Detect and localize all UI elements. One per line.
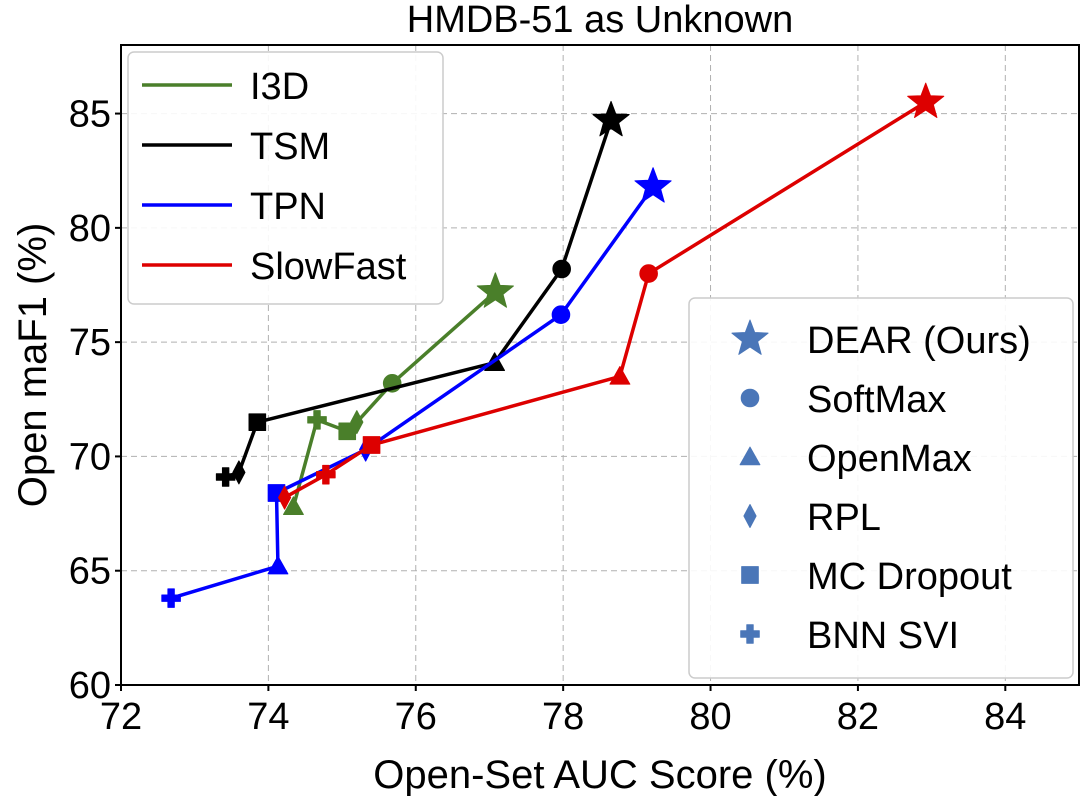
series-line-slowfast: [283, 100, 927, 500]
y-tick-label: 85: [69, 94, 111, 136]
legend-marker-circle: [740, 388, 760, 408]
y-tick-label: 75: [69, 322, 111, 364]
legend-entry-tpn: TPN: [142, 186, 326, 228]
y-tick-label: 60: [69, 665, 111, 707]
legend-entry-i3d: I3D: [142, 66, 309, 108]
x-tick-label: 84: [984, 696, 1026, 738]
legend-entry-softmax: SoftMax: [740, 379, 946, 421]
y-tick-label: 70: [69, 436, 111, 478]
data-point-softmax: [551, 305, 571, 325]
data-point-dear: [907, 82, 945, 119]
legend-marker-plus: [740, 624, 760, 644]
legend-methods-box: [688, 297, 1074, 679]
data-point-openmax: [609, 366, 631, 385]
legend-entry-dear: DEAR (Ours): [731, 319, 1031, 362]
data-point-rpl: [278, 485, 292, 510]
legend-marker-diamond: [743, 503, 757, 529]
legend-entry-mcdropout: MC Dropout: [741, 556, 1012, 598]
legend-models-box: [127, 51, 444, 305]
data-point-dear: [592, 100, 630, 137]
legend-marker-triangle: [739, 446, 761, 466]
x-tick-label: 72: [100, 696, 142, 738]
legend-label: SoftMax: [807, 379, 946, 421]
plot-frame: [120, 44, 1080, 686]
legend-marker-square: [741, 566, 759, 584]
data-point-dear: [634, 167, 672, 203]
data-point-bnnsvi: [161, 588, 181, 608]
chart-title: HMDB-51 as Unknown: [407, 0, 793, 41]
legend-label: TSM: [250, 126, 330, 168]
y-tick-label: 80: [69, 208, 111, 250]
data-point-mcdropout: [248, 413, 267, 431]
x-tick-label: 74: [247, 696, 289, 738]
legend-label: OpenMax: [807, 438, 972, 480]
legend-entry-openmax: OpenMax: [739, 438, 972, 480]
series-layer: [161, 82, 945, 608]
legend-label: I3D: [250, 66, 309, 108]
y-tick-label: 65: [69, 551, 111, 593]
series-i3d: [283, 272, 514, 515]
x-axis-label: Open-Set AUC Score (%): [373, 753, 827, 796]
data-point-openmax: [283, 496, 304, 515]
axis-ticks: 72 74 76 78 80 82 84 60 65 70 75 80 85: [69, 94, 1027, 738]
data-point-openmax: [267, 555, 289, 575]
legend-methods: DEAR (Ours) SoftMax OpenMax RPL MC Dropout BN…: [688, 297, 1074, 679]
series-slowfast: [278, 82, 945, 510]
data-point-rpl: [350, 410, 364, 435]
legend-entry-tsm: TSM: [142, 126, 330, 168]
legend-label: DEAR (Ours): [807, 320, 1031, 362]
legend-label: BNN SVI: [807, 615, 959, 657]
x-tick-label: 76: [395, 696, 437, 738]
legend-label: RPL: [807, 497, 881, 539]
legend-entry-bnnsvi: BNN SVI: [740, 615, 959, 657]
legend-marker-star: [731, 319, 769, 355]
legend-models: I3D TSM TPN SlowFast: [127, 51, 444, 305]
y-axis-label: Open maF1 (%): [11, 223, 55, 508]
legend-label: MC Dropout: [807, 556, 1012, 598]
legend-entry-rpl: RPL: [743, 497, 881, 539]
legend-label: TPN: [250, 186, 326, 228]
x-tick-label: 82: [837, 696, 879, 738]
x-tick-label: 78: [542, 696, 584, 738]
legend-entry-slowfast: SlowFast: [142, 246, 407, 288]
data-point-bnnsvi: [215, 467, 236, 487]
data-point-mcdropout: [362, 436, 381, 454]
data-point-softmax: [639, 264, 658, 283]
data-point-rpl: [232, 460, 246, 485]
legend-label: SlowFast: [250, 246, 407, 288]
x-tick-label: 80: [689, 696, 731, 738]
data-point-softmax: [552, 259, 571, 279]
data-point-bnnsvi: [316, 464, 336, 485]
data-point-bnnsvi: [307, 410, 327, 430]
data-point-dear: [476, 272, 514, 308]
